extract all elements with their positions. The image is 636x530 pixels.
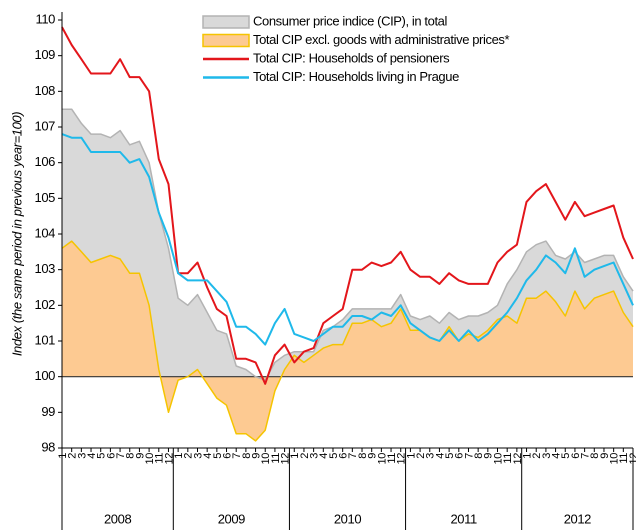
x-tick-label: 8 [125, 453, 137, 459]
x-tick-label: 12 [279, 453, 291, 465]
y-tick-label: 102 [35, 297, 56, 312]
x-tick-label: 2 [183, 453, 195, 459]
year-label: 2011 [450, 511, 477, 526]
x-tick-label: 10 [144, 453, 156, 465]
x-tick-label: 8 [589, 453, 601, 459]
x-tick-label: 8 [241, 453, 253, 459]
y-tick-label: 105 [35, 190, 56, 205]
x-tick-label: 8 [357, 453, 369, 459]
x-tick-label: 12 [396, 453, 408, 465]
x-tick-label: 2 [67, 453, 79, 459]
x-tick-label: 6 [338, 453, 350, 459]
year-label: 2008 [104, 511, 131, 526]
legend-label: Total CIP: Households living in Prague [253, 69, 459, 84]
x-tick-label: 1 [289, 453, 301, 459]
x-tick-label: 8 [473, 453, 485, 459]
area-outline [61, 240, 634, 442]
line [61, 133, 634, 346]
x-tick-label: 3 [425, 453, 437, 459]
y-tick-label: 100 [35, 368, 56, 383]
x-tick-label: 9 [599, 453, 611, 459]
x-tick-label: 10 [492, 453, 504, 465]
x-tick-label: 1 [521, 453, 533, 459]
x-tick-label: 2 [531, 453, 543, 459]
x-tick-label: 3 [541, 453, 553, 459]
x-tick-label: 9 [367, 453, 379, 459]
x-tick-label: 3 [309, 453, 321, 459]
x-tick-label: 2 [415, 453, 427, 459]
legend-swatch [202, 33, 250, 48]
x-tick-label: 6 [454, 453, 466, 459]
line [61, 26, 634, 385]
x-tick-label: 4 [86, 453, 98, 459]
x-tick-label: 9 [134, 453, 146, 459]
y-tick-label: 99 [41, 404, 55, 419]
x-tick-label: 4 [318, 453, 330, 459]
x-tick-label: 10 [609, 453, 621, 465]
x-tick-label: 4 [550, 453, 562, 459]
x-tick-label: 7 [231, 453, 243, 459]
legend-label: Consumer price indice (CIP), in total [253, 13, 448, 28]
x-tick-label: 1 [405, 453, 417, 459]
x-tick-label: 4 [202, 453, 214, 459]
y-tick-label: 103 [35, 261, 56, 276]
legend-label: Total CIP excl. goods with administrativ… [253, 32, 510, 47]
x-tick-label: 11 [618, 453, 630, 464]
area [62, 109, 633, 381]
x-tick-label: 6 [221, 453, 233, 459]
area [62, 241, 633, 441]
x-tick-label: 2 [299, 453, 311, 459]
y-axis-label: Index (the same period in previous year=… [9, 112, 24, 356]
x-tick-label: 6 [570, 453, 582, 459]
x-tick-label: 5 [212, 453, 224, 459]
x-tick-label: 9 [250, 453, 262, 459]
x-tick-label: 3 [192, 453, 204, 459]
year-label: 2010 [334, 511, 361, 526]
x-tick-label: 12 [163, 453, 175, 465]
y-tick-label: 98 [41, 439, 55, 454]
y-tick-label: 101 [35, 332, 56, 347]
x-tick-label: 11 [270, 453, 282, 464]
year-label: 2012 [564, 511, 591, 526]
y-tick-label: 106 [35, 154, 56, 169]
y-tick-label: 107 [35, 118, 56, 133]
x-tick-label: 7 [463, 453, 475, 459]
x-tick-label: 10 [376, 453, 388, 465]
y-tick-label: 104 [35, 225, 56, 240]
x-tick-label: 1 [57, 453, 69, 459]
y-tick-label: 110 [35, 11, 55, 26]
x-tick-label: 10 [260, 453, 272, 465]
x-tick-label: 11 [502, 453, 514, 464]
x-tick-label: 3 [76, 453, 88, 459]
x-tick-label: 5 [444, 453, 456, 459]
x-tick-label: 4 [434, 453, 446, 459]
x-tick-label: 9 [483, 453, 495, 459]
x-tick-label: 1 [173, 453, 185, 459]
x-tick-label: 7 [115, 453, 127, 459]
x-tick-label: 12 [512, 453, 524, 465]
x-tick-label: 6 [105, 453, 117, 459]
y-tick-label: 109 [35, 47, 56, 62]
year-label: 2009 [218, 511, 245, 526]
legend-label: Total CIP: Households of pensioners [253, 50, 450, 65]
x-tick-label: 11 [386, 453, 398, 464]
legend-swatch [202, 15, 250, 29]
y-tick-label: 108 [35, 83, 56, 98]
x-tick-label: 5 [328, 453, 340, 459]
x-tick-label: 12 [628, 453, 636, 465]
x-tick-label: 5 [560, 453, 572, 459]
x-tick-label: 5 [96, 453, 108, 459]
x-tick-label: 11 [154, 453, 166, 464]
x-tick-label: 7 [347, 453, 359, 459]
x-tick-label: 7 [580, 453, 592, 459]
